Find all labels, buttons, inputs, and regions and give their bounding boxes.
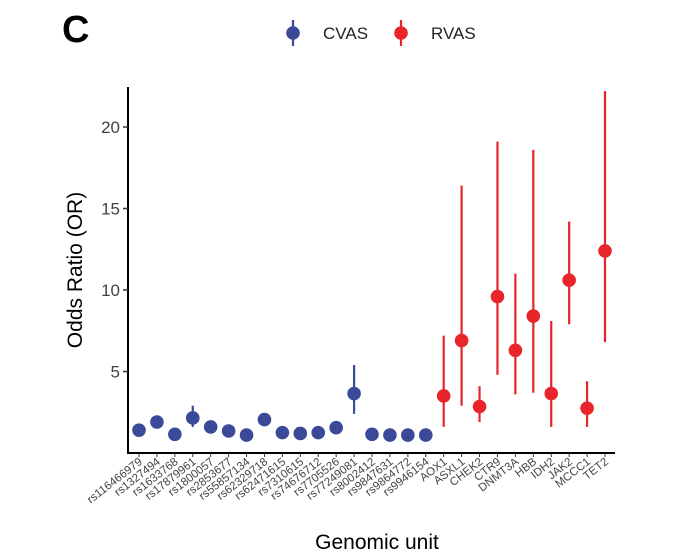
data-point-rvas <box>598 244 612 258</box>
y-tick-label: 10 <box>101 281 120 300</box>
data-point-cvas <box>401 428 415 442</box>
data-point-rvas <box>472 399 487 414</box>
y-tick-label: 5 <box>111 363 120 382</box>
data-point-cvas <box>418 428 433 442</box>
legend-key-dot <box>286 26 300 40</box>
legend: CVAS RVAS <box>286 20 476 46</box>
data-point-cvas <box>257 412 272 427</box>
panel-label: C <box>62 9 89 51</box>
plot-area: 5101520rs116466979rs1327494rs1633768rs17… <box>85 87 615 506</box>
data-point-rvas <box>526 309 541 323</box>
y-tick-label: 15 <box>101 200 120 219</box>
data-point-cvas <box>329 420 343 435</box>
data-point-cvas <box>293 426 308 441</box>
legend-label: RVAS <box>431 24 476 43</box>
data-point-rvas <box>454 333 469 348</box>
data-point-rvas <box>580 401 594 415</box>
data-point-cvas <box>221 424 236 438</box>
legend-key-dot <box>394 26 408 40</box>
data-point-rvas <box>490 289 505 304</box>
data-point-rvas <box>436 389 451 403</box>
data-point-cvas <box>150 415 164 429</box>
data-point-cvas <box>347 386 361 401</box>
legend-label: CVAS <box>323 24 368 43</box>
x-axis-title: Genomic unit <box>315 531 439 554</box>
y-axis-title: Odds Ratio (OR) <box>64 192 87 348</box>
data-point-cvas <box>168 427 182 442</box>
data-point-cvas <box>311 425 326 440</box>
data-point-rvas <box>544 386 559 401</box>
data-point-cvas <box>383 428 397 442</box>
data-point-cvas <box>275 425 290 440</box>
data-point-cvas <box>203 420 218 434</box>
y-tick-label: 20 <box>101 118 120 137</box>
data-point-cvas <box>239 428 254 442</box>
data-point-cvas <box>365 427 379 442</box>
data-point-cvas <box>185 411 200 425</box>
data-point-cvas <box>132 423 146 437</box>
data-point-rvas <box>508 343 523 358</box>
data-point-rvas <box>562 273 576 288</box>
